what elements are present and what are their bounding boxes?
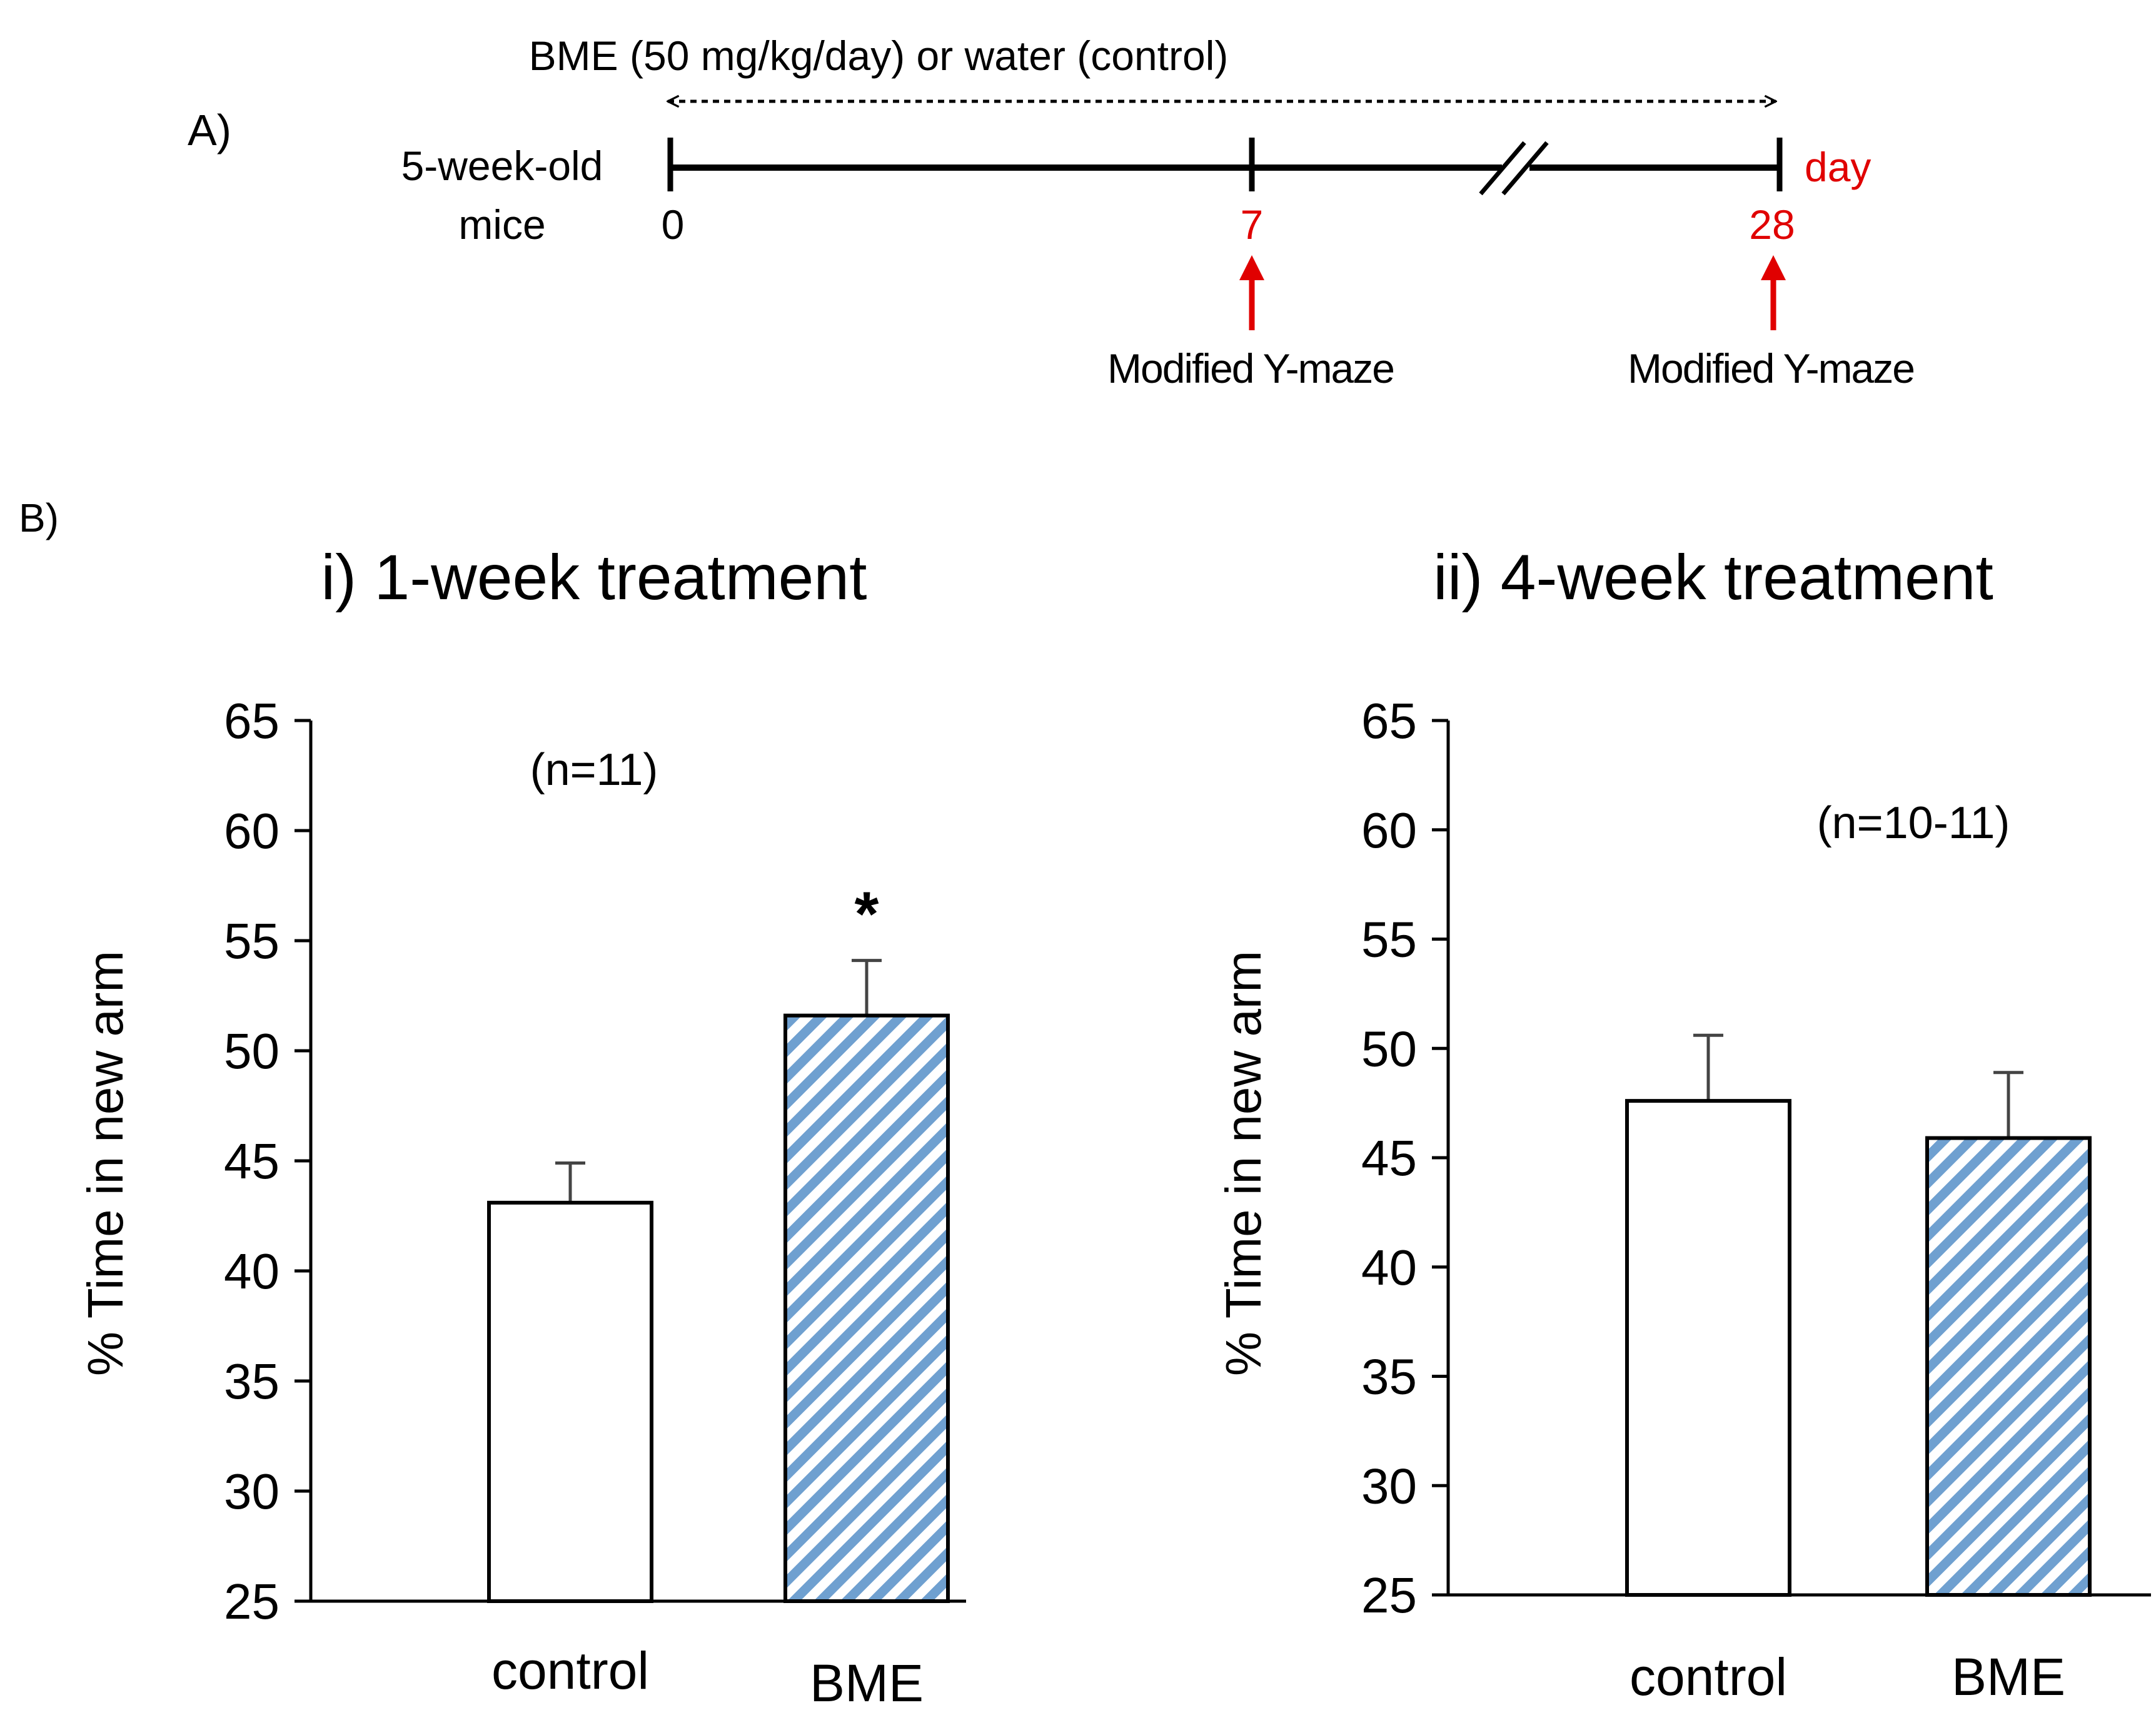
tick-label-day0: 0	[662, 201, 685, 248]
significance-marker: *	[855, 879, 879, 949]
x-category-label: control	[491, 1641, 649, 1700]
y-tick-label: 60	[1361, 802, 1417, 858]
y-tick-label: 55	[224, 913, 280, 969]
y-tick-label: 30	[1361, 1458, 1417, 1514]
y-tick-label: 50	[224, 1023, 280, 1079]
subject-label-line2: mice	[458, 201, 545, 248]
test-arrow-day7-head-icon	[1239, 255, 1264, 280]
test-label-day7: Modified Y-maze	[1107, 345, 1394, 392]
bar-control	[487, 1200, 653, 1603]
y-axis-label: % Time in new arm	[1216, 951, 1271, 1376]
test-arrow-day28-head-icon	[1761, 255, 1786, 280]
y-tick-label: 60	[224, 803, 280, 859]
bar-control	[1625, 1099, 1791, 1597]
y-tick-label: 30	[224, 1464, 280, 1519]
y-tick-label: 45	[1361, 1130, 1417, 1186]
x-category-label: control	[1630, 1647, 1787, 1706]
bar-bme	[1925, 1136, 2092, 1597]
y-tick-label: 35	[224, 1353, 280, 1409]
bar-bme	[783, 1013, 950, 1604]
timeline-break-mark	[1479, 141, 1526, 196]
chart-annotation: (n=10-11)	[1817, 798, 2010, 848]
tick-label-day7: 7	[1241, 201, 1264, 248]
y-tick-label: 65	[1361, 693, 1417, 749]
day-unit-label: day	[1805, 144, 1871, 190]
y-axis-label: % Time in new arm	[78, 951, 133, 1376]
y-tick-label: 50	[1361, 1021, 1417, 1076]
panel-a-label: A)	[188, 106, 231, 154]
panel-a-timeline: A) BME (50 mg/kg/day) or water (control)…	[188, 33, 1915, 392]
chart-annotation: (n=11)	[530, 745, 658, 795]
panel-b-label: B)	[19, 495, 59, 540]
chart-title: ii) 4-week treatment	[1433, 542, 1993, 613]
x-category-label: BME	[1952, 1647, 2065, 1706]
y-tick-label: 55	[1361, 912, 1417, 968]
y-tick-label: 65	[224, 693, 280, 749]
treatment-label: BME (50 mg/kg/day) or water (control)	[529, 33, 1229, 79]
y-tick-label: 45	[224, 1133, 280, 1189]
chart-title: i) 1-week treatment	[321, 542, 867, 613]
y-tick-label: 35	[1361, 1349, 1417, 1405]
chart-1-week: i) 1-week treatment (n=11) % Time in new…	[78, 542, 966, 1712]
subject-label-line1: 5-week-old	[401, 143, 603, 189]
y-tick-label: 40	[224, 1243, 280, 1299]
timeline-break-mark	[1501, 141, 1549, 196]
test-label-day28: Modified Y-maze	[1628, 345, 1914, 392]
chart-4-week: ii) 4-week treatment (n=10-11) % Time in…	[1216, 542, 2151, 1706]
y-tick-label: 40	[1361, 1240, 1417, 1295]
tick-label-day28: 28	[1749, 201, 1795, 248]
x-category-label: BME	[810, 1654, 924, 1712]
y-tick-label: 25	[224, 1574, 280, 1629]
y-tick-label: 25	[1361, 1567, 1417, 1623]
